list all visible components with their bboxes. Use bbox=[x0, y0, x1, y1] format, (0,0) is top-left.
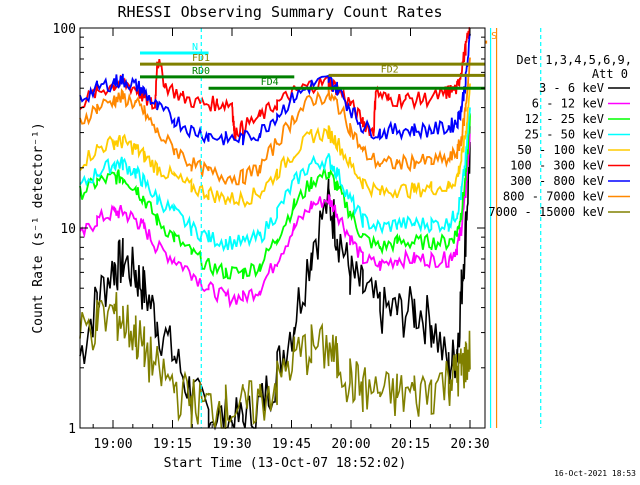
series-line-800to7000keV bbox=[79, 57, 471, 186]
legend-label: 800 - 7000 keV bbox=[503, 190, 604, 204]
x-tick-label: 19:45 bbox=[272, 437, 311, 452]
x-tick-label: 20:30 bbox=[450, 437, 489, 452]
x-axis: 19:00 19:15 19:30 19:45 20:00 20:15 20:30 bbox=[92, 28, 490, 452]
legend-attenuator: Att 0 bbox=[592, 67, 628, 81]
flag-label-fd1: FD1 bbox=[192, 53, 210, 64]
legend: Det 1,3,4,5,6,9, Att 0 3 - 6 keV 6 - 12 k… bbox=[488, 53, 632, 219]
legend-label: 12 - 25 keV bbox=[525, 112, 604, 126]
series-layer bbox=[79, 27, 471, 431]
x-tick-label: 19:30 bbox=[212, 437, 251, 452]
legend-label: 7000 - 15000 keV bbox=[488, 205, 604, 219]
x-tick-label: 20:00 bbox=[331, 437, 370, 452]
chart-title: RHESSI Observing Summary Count Rates bbox=[117, 3, 442, 21]
legend-label: 3 - 6 keV bbox=[539, 81, 604, 95]
timestamp: 16-Oct-2021 18:53 bbox=[554, 469, 636, 478]
series-line-7000to15000keV bbox=[79, 292, 471, 429]
series-line-6to12keV bbox=[79, 126, 471, 309]
markers-layer bbox=[200, 28, 542, 428]
flag-label-s: S bbox=[491, 31, 497, 42]
y-axis-label: Count Rate (s⁻¹ detector⁻¹) bbox=[31, 122, 46, 333]
flag-label-fd4: FD4 bbox=[261, 77, 279, 88]
y-tick-label: 100 bbox=[53, 22, 76, 37]
legend-label: 100 - 300 keV bbox=[510, 159, 604, 173]
legend-label: 25 - 50 keV bbox=[525, 128, 604, 142]
x-tick-label: 19:00 bbox=[93, 437, 132, 452]
series-line-3to6keV bbox=[79, 141, 471, 431]
x-axis-label: Start Time (13-Oct-07 18:52:02) bbox=[164, 456, 407, 471]
legend-label: 6 - 12 keV bbox=[532, 97, 604, 111]
flag-label-fd2: FD2 bbox=[381, 64, 399, 75]
x-tick-label: 20:15 bbox=[391, 437, 430, 452]
series-line-25to50keV bbox=[79, 107, 471, 253]
flag-label-n: N bbox=[192, 42, 198, 53]
legend-detectors: Det 1,3,4,5,6,9, bbox=[516, 53, 632, 67]
x-tick-label: 19:15 bbox=[153, 437, 192, 452]
series-line-300to800keV bbox=[79, 33, 471, 146]
flag-label-rd0: RD0 bbox=[192, 66, 210, 77]
series-line-50to100keV bbox=[79, 83, 471, 209]
legend-label: 50 - 100 keV bbox=[517, 143, 604, 157]
legend-label: 300 - 800 keV bbox=[510, 174, 604, 188]
y-tick-label: 1 bbox=[68, 422, 76, 437]
y-axis: 1 10 100 bbox=[53, 22, 485, 437]
y-tick-label: 10 bbox=[60, 222, 76, 237]
series-line-12to25keV bbox=[79, 113, 471, 280]
